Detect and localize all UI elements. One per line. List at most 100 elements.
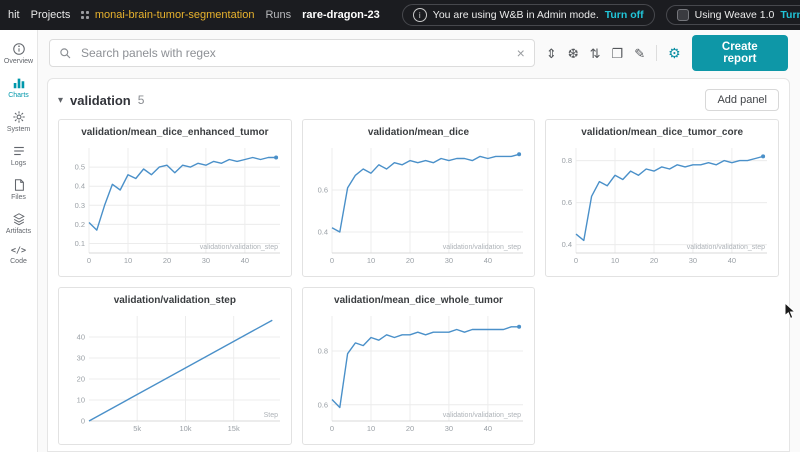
svg-text:0: 0: [330, 424, 334, 433]
svg-text:30: 30: [202, 256, 210, 265]
snowflake-icon[interactable]: ❆: [567, 45, 579, 61]
svg-text:0: 0: [81, 417, 85, 426]
list-lines-icon: [13, 146, 24, 156]
svg-text:40: 40: [241, 256, 249, 265]
chart-title: validation/mean_dice_tumor_core: [581, 127, 744, 138]
svg-text:40: 40: [484, 256, 492, 265]
chart-title: validation/mean_dice: [367, 127, 470, 138]
svg-text:validation/validation_step: validation/validation_step: [443, 244, 521, 251]
panel-grid-icon[interactable]: ❐: [611, 45, 624, 61]
sidebar-item-code[interactable]: </> Code: [10, 246, 27, 265]
sidebar-item-files[interactable]: Files: [0, 172, 37, 206]
svg-text:20: 20: [650, 256, 658, 265]
create-report-button[interactable]: Create report: [691, 35, 788, 71]
weave-banner: Using Weave 1.0 Turn off: [665, 5, 800, 25]
section-panel-count: 5: [137, 93, 145, 107]
svg-text:0: 0: [330, 256, 334, 265]
weave-banner-text: Using Weave 1.0: [694, 9, 775, 21]
add-panel-button[interactable]: Add panel: [705, 89, 779, 111]
chart-svg[interactable]: 0 10 20 30 40 0.1 0.2 0.3 0.4 0.5 validation/valid…: [62, 141, 288, 269]
chart-svg[interactable]: 5k 10k 15k 0 10 20 30 40 Step: [62, 309, 288, 437]
svg-text:validation/validation_step: validation/validation_step: [443, 412, 521, 419]
settings-gear-icon[interactable]: ⚙: [668, 45, 681, 61]
section-header: ▾ validation 5 Add panel: [58, 87, 779, 113]
chart-panel-mean-dice[interactable]: validation/mean_dice 0 10 20 30 40 0.4 0.6 vali…: [301, 119, 536, 277]
svg-text:0.8: 0.8: [318, 347, 328, 356]
chart-title: validation/validation_step: [113, 295, 236, 306]
file-icon: [14, 179, 24, 191]
admin-turn-off-button[interactable]: Turn off: [604, 9, 644, 21]
svg-text:20: 20: [76, 375, 84, 384]
svg-text:0.6: 0.6: [318, 400, 328, 409]
weave-turn-off-button[interactable]: Turn off: [780, 9, 800, 21]
sidebar-item-system[interactable]: System: [0, 104, 37, 138]
admin-banner-text: You are using W&B in Admin mode.: [432, 9, 599, 21]
panel-search-box[interactable]: ×: [49, 39, 535, 67]
search-input[interactable]: [79, 45, 510, 61]
panels-toolbar: × ⇕ ❆ ⇅ ❐ ✎ ⚙ Create report: [37, 30, 800, 76]
svg-text:0.1: 0.1: [74, 239, 84, 248]
breadcrumb-projects[interactable]: Projects: [30, 9, 71, 21]
svg-text:0.2: 0.2: [74, 220, 84, 229]
top-navbar: hit Projects monai-brain-tumor-segmentat…: [0, 0, 800, 30]
chart-panel-mean-dice-whole-tumor[interactable]: validation/mean_dice_whole_tumor 0 10 20 30…: [301, 287, 536, 445]
svg-text:10k: 10k: [179, 424, 191, 433]
breadcrumb-project[interactable]: monai-brain-tumor-segmentation: [94, 9, 255, 21]
sparkle-pen-icon[interactable]: ✎: [634, 45, 646, 61]
breadcrumb-run-name[interactable]: rare-dragon-23: [302, 9, 380, 21]
svg-text:20: 20: [406, 424, 414, 433]
svg-text:30: 30: [689, 256, 697, 265]
svg-text:40: 40: [76, 333, 84, 342]
svg-text:30: 30: [445, 256, 453, 265]
sidebar-item-charts[interactable]: Charts: [0, 70, 37, 104]
code-icon: </>: [10, 246, 27, 256]
svg-text:15k: 15k: [227, 424, 239, 433]
weave-icon: [676, 9, 689, 21]
sidebar-item-artifacts[interactable]: Artifacts: [0, 206, 37, 240]
svg-text:20: 20: [406, 256, 414, 265]
breadcrumb-runs[interactable]: Runs: [265, 9, 292, 21]
gear-icon: [12, 111, 25, 123]
chart-svg[interactable]: 0 10 20 30 40 0.4 0.6 validation/validation_ste…: [305, 141, 531, 269]
svg-text:5k: 5k: [133, 424, 141, 433]
chart-panel-validation-step[interactable]: validation/validation_step 5k 10k 15k 0 10 20…: [58, 287, 292, 445]
sort-icon[interactable]: ⇅: [589, 45, 601, 61]
sidebar-item-overview[interactable]: Overview: [0, 36, 37, 70]
breadcrumb-user[interactable]: hit: [8, 9, 20, 21]
admin-mode-banner: i You are using W&B in Admin mode. Turn …: [401, 4, 655, 26]
svg-text:30: 30: [445, 424, 453, 433]
svg-text:validation/validation_step: validation/validation_step: [200, 244, 278, 251]
expand-panels-icon[interactable]: ⇕: [545, 45, 557, 61]
chevron-down-icon[interactable]: ▾: [58, 94, 64, 106]
toolbar-divider: [656, 45, 658, 61]
info-icon: i: [412, 8, 427, 22]
svg-text:0.4: 0.4: [318, 228, 328, 237]
chart-svg[interactable]: 0 10 20 30 40 0.6 0.8 validation/validation_ste…: [305, 309, 531, 437]
project-grid-icon: [81, 11, 89, 19]
chart-svg[interactable]: 0 10 20 30 40 0.4 0.6 0.8 validation/validation_…: [549, 141, 775, 269]
svg-text:10: 10: [367, 424, 375, 433]
chart-panel-mean-dice-enhanced-tumor[interactable]: validation/mean_dice_enhanced_tumor 0 10 2…: [58, 119, 292, 277]
info-circle-icon: [12, 43, 25, 55]
svg-text:40: 40: [728, 256, 736, 265]
left-sidebar: Overview Charts System Logs: [0, 30, 38, 452]
svg-text:0.3: 0.3: [74, 201, 84, 210]
svg-text:10: 10: [611, 256, 619, 265]
svg-text:0.5: 0.5: [74, 163, 84, 172]
panels-grid: validation/mean_dice_enhanced_tumor 0 10 2…: [58, 119, 779, 445]
layers-icon: [12, 213, 25, 226]
svg-text:0.4: 0.4: [562, 240, 572, 249]
svg-text:20: 20: [163, 256, 171, 265]
chart-title: validation/mean_dice_enhanced_tumor: [81, 127, 269, 138]
svg-text:10: 10: [367, 256, 375, 265]
chart-title: validation/mean_dice_whole_tumor: [334, 295, 503, 306]
clear-search-icon[interactable]: ×: [516, 45, 525, 61]
svg-text:0: 0: [574, 256, 578, 265]
sidebar-item-logs[interactable]: Logs: [0, 138, 37, 172]
svg-text:10: 10: [76, 396, 84, 405]
chart-panel-mean-dice-tumor-core[interactable]: validation/mean_dice_tumor_core 0 10 20 30 4…: [545, 119, 779, 277]
svg-text:0.6: 0.6: [562, 198, 572, 207]
svg-text:0: 0: [87, 256, 91, 265]
svg-text:30: 30: [76, 354, 84, 363]
svg-text:validation/validation_step: validation/validation_step: [687, 244, 765, 251]
